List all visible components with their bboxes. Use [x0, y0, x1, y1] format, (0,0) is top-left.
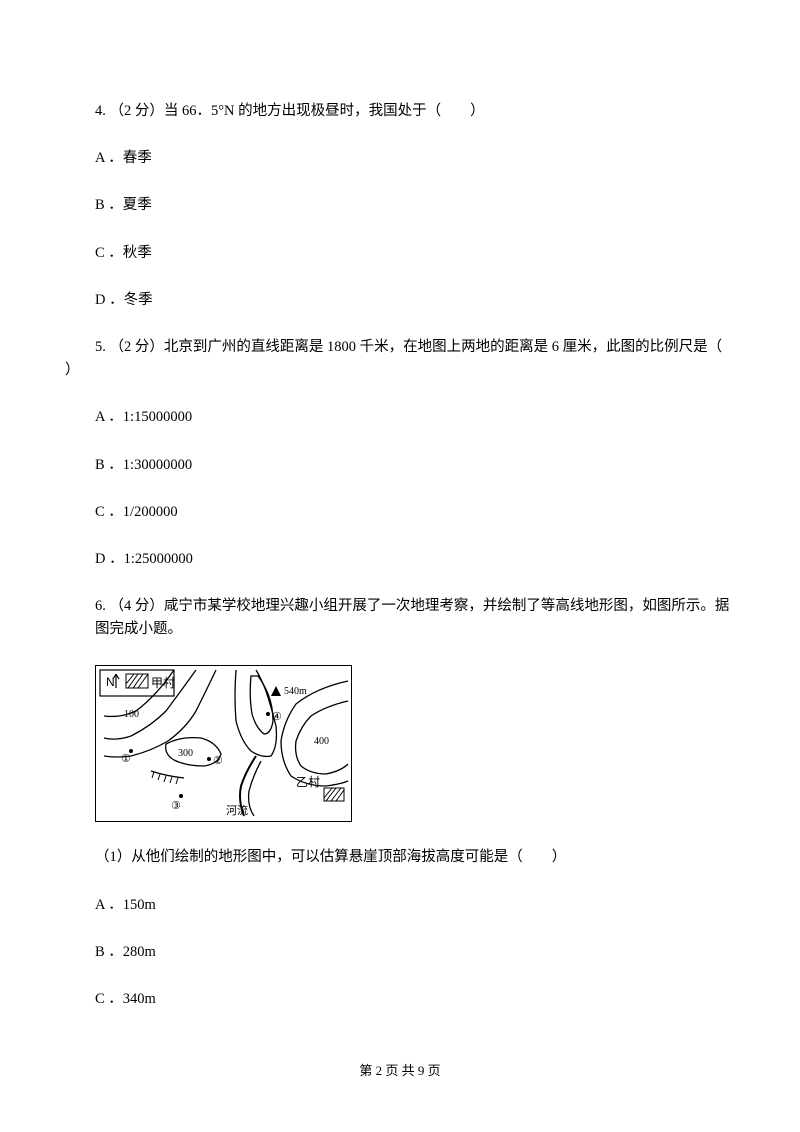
q4-option-a: A ．春季 — [65, 147, 735, 170]
contour-map-figure: N 甲村 100 540m — [95, 665, 352, 822]
peak-triangle-icon — [271, 686, 281, 696]
contour-label-100: 100 — [124, 709, 139, 720]
q6-option-b: B ．280m — [65, 941, 735, 964]
point-3-label: ③ — [171, 800, 181, 812]
point-1-label: ① — [121, 753, 131, 765]
yicun-symbol — [324, 788, 344, 801]
q5-option-d: D ．1:25000000 — [65, 548, 735, 571]
q5-stem: 5. （2 分）北京到广州的直线距离是 1800 千米，在地图上两地的距离是 6… — [65, 336, 735, 359]
north-label: N — [106, 675, 115, 689]
q6-sub1: （1）从他们绘制的地形图中，可以估算悬崖顶部海拔高度可能是（ ） — [65, 846, 735, 869]
cliff-symbol — [151, 771, 184, 784]
contour-ridge-2 — [250, 676, 273, 734]
point-4-label: ④ — [272, 711, 282, 723]
contour-label-400: 400 — [314, 736, 329, 747]
contour-map-svg: N 甲村 100 540m — [96, 666, 351, 821]
q6-option-c: C ．340m — [65, 988, 735, 1011]
page-footer: 第 2 页 共 9 页 — [0, 1061, 800, 1082]
peak-label-540: 540m — [284, 686, 307, 697]
point-3-dot — [179, 794, 183, 798]
q5-option-b: B ．1:30000000 — [65, 454, 735, 477]
point-2-dot — [207, 757, 211, 761]
q6-stem: 6. （4 分）咸宁市某学校地理兴趣小组开展了一次地理考察，并绘制了等高线地形图… — [65, 595, 735, 641]
point-4-dot — [266, 712, 270, 716]
q4-option-d: D ．冬季 — [65, 289, 735, 312]
q4-option-c: C ．秋季 — [65, 242, 735, 265]
q5-stem-part1: 5. （2 分）北京到广州的直线距离是 1800 千米，在地图上两地的距离是 6… — [95, 339, 722, 355]
river-line-2 — [249, 761, 261, 816]
q5-option-a: A ．1:15000000 — [65, 406, 735, 429]
contour-ridge-1 — [235, 670, 276, 756]
q4-stem: 4. （2 分）当 66．5°N 的地方出现极昼时，我国处于（ ） — [65, 100, 735, 123]
contour-label-300: 300 — [178, 748, 193, 759]
jiacun-symbol — [126, 674, 148, 688]
jiacun-label: 甲村 — [151, 676, 175, 690]
q6-option-a: A ．150m — [65, 894, 735, 917]
river-label: 河流 — [226, 803, 248, 817]
page-content: 4. （2 分）当 66．5°N 的地方出现极昼时，我国处于（ ） A ．春季 … — [0, 0, 800, 1011]
point-2-label: ② — [213, 755, 223, 767]
q5-option-c: C ．1/200000 — [65, 501, 735, 524]
q5-stem-close: ） — [65, 359, 735, 382]
q4-option-b: B ．夏季 — [65, 194, 735, 217]
yicun-label: 乙村 — [296, 775, 320, 789]
